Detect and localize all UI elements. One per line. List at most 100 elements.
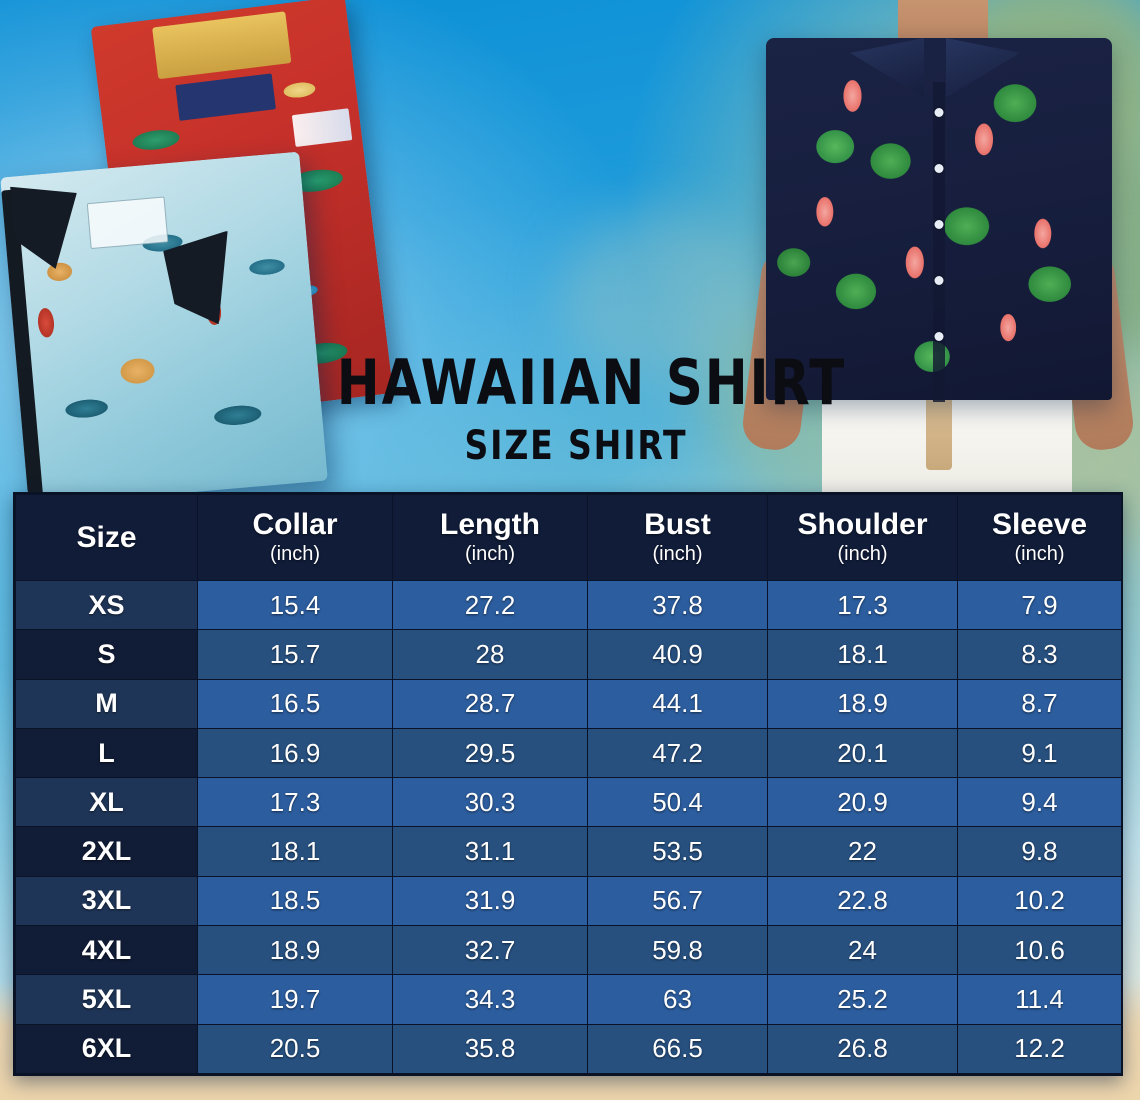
column-header-unit: (inch) [837, 542, 888, 565]
table-row: 4XL 18.9 32.7 59.8 24 10.6 [15, 925, 1122, 976]
column-header-label: Shoulder [797, 508, 928, 542]
column-header-unit: (inch) [269, 542, 320, 565]
measurement-cell-shoulder: 24 [767, 925, 958, 976]
column-header-unit: (inch) [652, 542, 703, 565]
measurement-cell-collar: 18.9 [197, 925, 393, 976]
measurement-cell-bust: 44.1 [587, 678, 768, 729]
measurement-cell-shoulder: 18.9 [767, 678, 958, 729]
page-subtitle: SIZE SHIRT [464, 423, 688, 469]
measurement-cell-shoulder: 22 [767, 826, 958, 877]
size-label-cell: 6XL [15, 1023, 198, 1075]
size-label-cell: 3XL [15, 875, 198, 927]
column-header-unit: (inch) [1014, 542, 1065, 565]
size-label-cell: M [15, 678, 198, 729]
measurement-cell-sleeve: 7.9 [957, 579, 1122, 631]
measurement-cell-length: 29.5 [392, 727, 588, 779]
column-header-label: Collar [252, 508, 338, 542]
measurement-cell-bust: 53.5 [587, 826, 768, 877]
table-row: 2XL 18.1 31.1 53.5 22 9.8 [15, 826, 1122, 877]
table-row: M 16.5 28.7 44.1 18.9 8.7 [15, 678, 1122, 729]
measurement-cell-sleeve: 8.3 [957, 629, 1122, 680]
measurement-cell-shoulder: 26.8 [767, 1023, 958, 1075]
shirt-collar-band [152, 11, 291, 80]
column-header-size: Size [15, 494, 198, 581]
shirt-button [934, 164, 944, 173]
size-label-cell: 5XL [15, 974, 198, 1025]
measurement-cell-bust: 59.8 [587, 925, 768, 976]
measurement-cell-sleeve: 8.7 [957, 678, 1122, 729]
size-chart-table: Size Collar (inch) Length (inch) Bust (inch) Sh… [15, 494, 1122, 1075]
measurement-cell-shoulder: 20.1 [767, 727, 958, 779]
measurement-cell-collar: 16.5 [197, 678, 393, 729]
table-row: 6XL 20.5 35.8 66.5 26.8 12.2 [15, 1023, 1122, 1075]
measurement-cell-bust: 56.7 [587, 875, 768, 927]
measurement-cell-collar: 15.7 [197, 629, 393, 680]
title-block: HAWAIIAN SHIRT SIZE SHIRT [316, 346, 847, 469]
measurement-cell-length: 35.8 [392, 1023, 588, 1075]
measurement-cell-length: 28 [392, 629, 588, 680]
page-title: HAWAIIAN SHIRT [336, 346, 847, 419]
measurement-cell-bust: 47.2 [587, 727, 768, 779]
shirt-button [934, 220, 944, 229]
measurement-cell-sleeve: 10.2 [957, 875, 1122, 927]
measurement-cell-shoulder: 17.3 [767, 579, 958, 631]
shirt-brand-label [175, 73, 277, 121]
measurement-cell-length: 32.7 [392, 925, 588, 976]
table-row: 5XL 19.7 34.3 63 25.2 11.4 [15, 974, 1122, 1025]
size-label-cell: XS [15, 579, 198, 631]
column-header-label: Sleeve [991, 508, 1088, 542]
measurement-cell-sleeve: 9.1 [957, 727, 1122, 779]
measurement-cell-sleeve: 9.8 [957, 826, 1122, 877]
measurement-cell-length: 34.3 [392, 974, 588, 1025]
measurement-cell-collar: 16.9 [197, 727, 393, 779]
measurement-cell-collar: 17.3 [197, 777, 393, 828]
shorts-drawstring [926, 396, 952, 470]
column-header-bust: Bust (inch) [587, 494, 768, 581]
measurement-cell-sleeve: 12.2 [957, 1023, 1122, 1075]
measurement-cell-bust: 63 [587, 974, 768, 1025]
column-header-label: Length [440, 508, 540, 542]
size-label-cell: XL [15, 777, 198, 828]
measurement-cell-bust: 50.4 [587, 777, 768, 828]
measurement-cell-shoulder: 25.2 [767, 974, 958, 1025]
measurement-cell-collar: 19.7 [197, 974, 393, 1025]
size-chart-table-container: Size Collar (inch) Length (inch) Bust (inch) Sh… [13, 492, 1123, 1076]
table-header: Size Collar (inch) Length (inch) Bust (inch) Sh… [15, 494, 1122, 581]
size-label-cell: 4XL [15, 925, 198, 976]
shirt-collar-right [162, 231, 236, 329]
table-body: XS 15.4 27.2 37.8 17.3 7.9 S 15.7 28 40.9 18.1 8.3 M… [15, 579, 1122, 1075]
shirt-button [934, 108, 944, 117]
column-header-label: Bust [644, 508, 711, 542]
measurement-cell-length: 27.2 [392, 579, 588, 631]
column-header-collar: Collar (inch) [197, 494, 393, 581]
measurement-cell-length: 28.7 [392, 678, 588, 729]
measurement-cell-sleeve: 11.4 [957, 974, 1122, 1025]
shirt-button-placket [933, 82, 945, 402]
measurement-cell-sleeve: 9.4 [957, 777, 1122, 828]
measurement-cell-collar: 15.4 [197, 579, 393, 631]
size-label-cell: 2XL [15, 826, 198, 877]
measurement-cell-length: 31.9 [392, 875, 588, 927]
model-photo [730, 0, 1140, 504]
measurement-cell-shoulder: 20.9 [767, 777, 958, 828]
column-header-sleeve: Sleeve (inch) [957, 494, 1122, 581]
shirt-button [934, 276, 944, 285]
measurement-cell-bust: 40.9 [587, 629, 768, 680]
table-row: XL 17.3 30.3 50.4 20.9 9.4 [15, 777, 1122, 828]
blue-parrot-hibiscus-shirt [0, 151, 328, 507]
measurement-cell-length: 30.3 [392, 777, 588, 828]
navy-flamingo-monstera-shirt [766, 38, 1112, 402]
measurement-cell-collar: 18.5 [197, 875, 393, 927]
table-row: XS 15.4 27.2 37.8 17.3 7.9 [15, 579, 1122, 631]
size-label-cell: S [15, 629, 198, 680]
column-header-label: Size [76, 520, 137, 554]
measurement-cell-collar: 18.1 [197, 826, 393, 877]
table-header-row: Size Collar (inch) Length (inch) Bust (inch) Sh… [15, 494, 1122, 581]
column-header-unit: (inch) [464, 542, 515, 565]
column-header-shoulder: Shoulder (inch) [767, 494, 958, 581]
measurement-cell-shoulder: 18.1 [767, 629, 958, 680]
measurement-cell-collar: 20.5 [197, 1023, 393, 1075]
table-row: S 15.7 28 40.9 18.1 8.3 [15, 629, 1122, 680]
measurement-cell-length: 31.1 [392, 826, 588, 877]
